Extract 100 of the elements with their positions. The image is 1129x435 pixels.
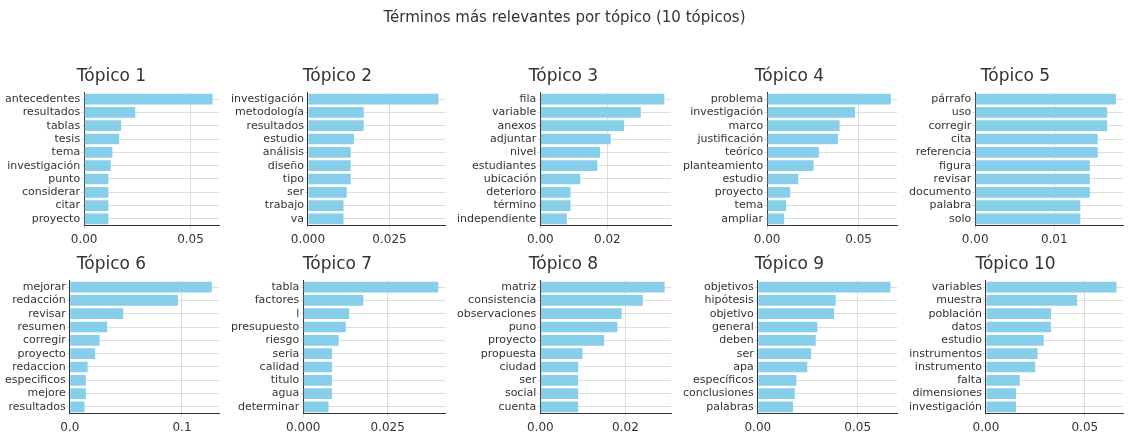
bar [986,388,1016,399]
bar [758,321,818,333]
bar [767,107,855,118]
x-tick-label: 0.00 [972,419,1000,434]
chart-title: Tópico 4 [753,64,825,85]
y-tick-label: marco [728,118,764,132]
bar [758,401,793,413]
y-tick-label: datos [951,319,983,333]
bar [308,160,351,171]
bar [308,120,364,132]
y-tick-label: investigación [231,91,304,105]
bar [767,213,785,225]
y-tick-label: titulo [270,373,300,387]
bar [308,173,351,185]
bar [303,348,332,359]
y-tick-label: calidad [259,359,300,373]
x-tick-label: 0.02 [612,419,639,434]
y-tick-label: objetivo [709,306,755,320]
y-tick-label: resumen [17,319,66,333]
bar [308,147,351,158]
x-tick-label: 0.00 [753,231,781,246]
y-tick-label: matriz [501,279,537,293]
bar [986,335,1044,346]
bar [308,107,364,118]
y-tick-label: estudio [722,171,764,185]
bar [308,93,439,105]
bar [70,361,88,373]
x-tick-label: 0.00 [961,231,989,246]
bar [540,374,579,386]
chart-title: Tópico 2 [301,64,373,85]
x-tick-label: 0.05 [1071,419,1099,434]
bar [303,335,339,346]
bar [758,388,795,399]
bar [540,173,581,185]
x-tick-label: 0.000 [290,231,326,246]
y-tick-label: factores [254,293,300,307]
bar [986,401,1016,413]
x-tick-label: 0.05 [845,231,872,246]
y-tick-label: tipo [282,171,305,185]
bar [70,295,178,306]
y-tick-label: investigación [690,105,764,119]
y-tick-label: punto [48,171,81,185]
bar [70,348,96,359]
y-tick-label: ciudad [499,359,537,373]
bar [975,160,1090,171]
bar [758,335,816,346]
y-tick-label: ampliar [721,211,764,225]
bar [975,133,1098,145]
y-tick-label: mejorar [22,279,67,293]
y-tick-label: mejore [27,386,67,400]
y-tick-label: específicos [693,373,755,387]
bar [975,120,1108,132]
bar [70,321,108,333]
bar [975,107,1108,118]
y-tick-label: redacción [12,293,66,307]
y-tick-label: proyecto [487,333,537,347]
y-tick-label: hipótesis [704,293,755,307]
x-tick-label: 0.05 [177,231,204,246]
y-tick-label: citar [55,198,81,212]
y-tick-label: riesgo [265,333,300,347]
y-tick-label: referencia [915,145,972,159]
y-tick-label: independiente [457,211,537,225]
bar [767,200,787,211]
y-tick-label: tesis [54,131,81,145]
y-tick-label: deben [719,333,754,347]
chart-title: Tópico 1 [75,64,147,85]
chart-title: Tópico 10 [974,252,1056,273]
bar [84,200,109,211]
y-tick-label: trabajo [264,198,305,212]
bar [84,147,113,158]
bar [767,93,891,105]
bar [303,321,346,333]
bar [975,186,1090,198]
x-tick-label: 0.00 [526,419,554,434]
bar [758,374,797,386]
bar [540,308,622,320]
bar [303,281,439,293]
bar [758,361,808,373]
y-tick-label: falta [957,373,982,387]
y-tick-label: párrafo [931,91,972,105]
bar [540,186,571,198]
bar [70,308,124,320]
y-tick-label: anexos [497,118,537,132]
bar [986,308,1052,320]
y-tick-label: nivel [509,145,537,159]
bar [540,348,583,359]
y-tick-label: corregir [928,118,972,132]
bar [758,348,812,359]
bar [986,281,1117,293]
bar [84,107,136,118]
y-tick-label: redaccion [12,359,66,373]
chart-title: Tópico 3 [527,64,599,85]
bar [540,160,598,171]
bar [986,321,1052,333]
bar [540,200,571,211]
bar [986,374,1020,386]
y-tick-label: social [504,386,537,400]
y-tick-label: planteamiento [682,158,764,172]
y-tick-label: deterioro [486,185,537,199]
text: Términos más relevantes por tópico (10 tópicos) [382,8,747,26]
